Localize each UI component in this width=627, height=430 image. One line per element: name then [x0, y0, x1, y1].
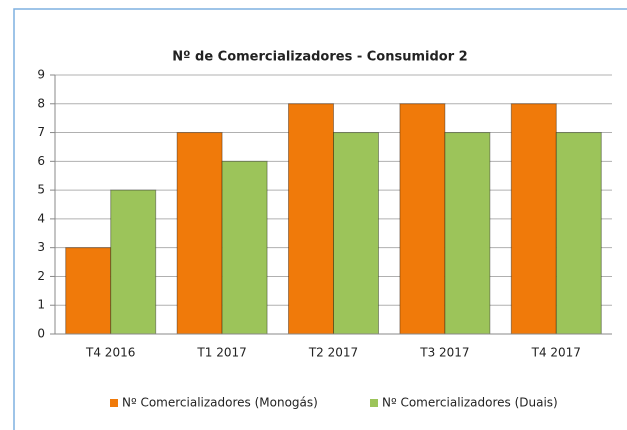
- legend-label: Nº Comercializadores (Monogás): [122, 396, 318, 410]
- y-tick-label: 1: [37, 298, 45, 312]
- y-tick-label: 4: [37, 211, 45, 225]
- x-tick-label: T1 2017: [196, 346, 246, 360]
- bar: [288, 103, 334, 335]
- y-tick-label: 3: [37, 240, 45, 254]
- legend-label: Nº Comercializadores (Duais): [382, 396, 558, 410]
- bar: [176, 132, 223, 335]
- x-tick-label: T3 2017: [419, 346, 469, 360]
- frame: [13, 8, 627, 430]
- bar: [333, 132, 379, 335]
- bar: [399, 103, 446, 335]
- x-tick-label: T4 2016: [85, 346, 135, 360]
- y-tick-label: 8: [37, 96, 45, 110]
- bar: [510, 103, 557, 335]
- bar: [555, 132, 602, 335]
- bar: [65, 247, 112, 335]
- legend-swatch: [370, 399, 378, 407]
- bar: [221, 160, 268, 335]
- y-tick-label: 0: [37, 327, 45, 341]
- bar: [444, 132, 491, 335]
- y-tick-label: 6: [37, 154, 45, 168]
- y-tick-label: 7: [37, 125, 45, 139]
- bar: [110, 189, 157, 335]
- y-tick-label: 2: [37, 269, 45, 283]
- y-tick-label: 9: [37, 68, 45, 82]
- legend-swatch: [110, 399, 118, 407]
- y-tick-label: 5: [37, 183, 45, 197]
- x-tick-label: T2 2017: [308, 346, 358, 360]
- x-tick-label: T4 2017: [531, 346, 581, 360]
- chart-title: Nº de Comercializadores - Consumidor 2: [172, 50, 467, 65]
